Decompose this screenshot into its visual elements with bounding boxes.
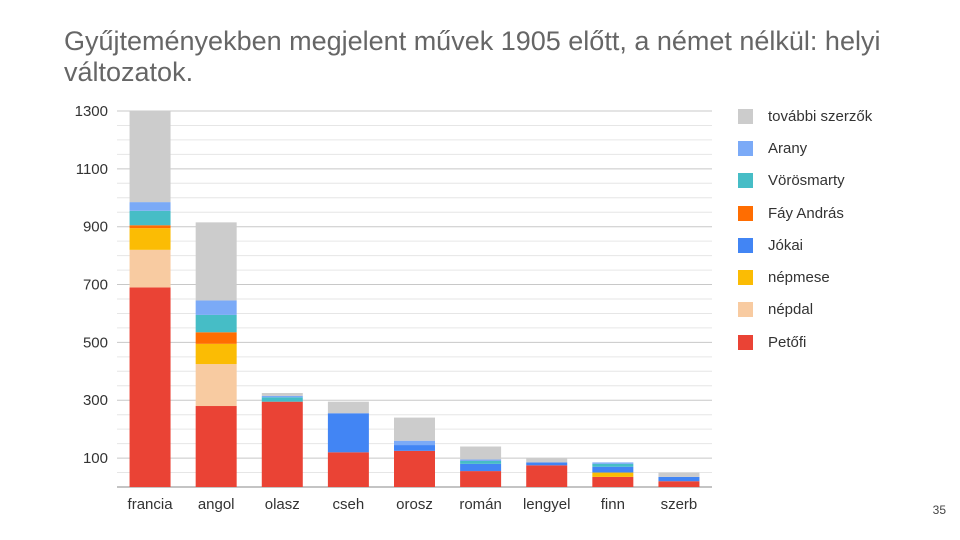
legend-label: népmese (768, 269, 830, 287)
bar-segment-olasz-5 (261, 397, 303, 402)
bar-segment-finn-2 (592, 472, 634, 477)
bar-segment-francia-4 (129, 225, 171, 229)
bar-segment-román-7 (460, 446, 502, 460)
legend-swatch (738, 302, 753, 318)
bar-segment-román-6 (460, 459, 502, 461)
y-tick-label: 1100 (76, 161, 108, 178)
bar-segment-román-3 (460, 463, 502, 472)
bar-segment-francia-0 (129, 287, 171, 487)
y-tick-label: 500 (83, 334, 108, 351)
x-tick-label: angol (198, 496, 235, 513)
bar-segment-szerb-7 (658, 472, 700, 477)
bar-segment-finn-0 (592, 476, 634, 487)
bar-segment-finn-5 (592, 463, 634, 467)
x-tick-label: cseh (333, 496, 365, 513)
legend-swatch (738, 173, 753, 189)
legend-label: népdal (768, 301, 814, 319)
chart-legend: további szerzők Arany Vörösmarty Fáy András… (738, 100, 872, 358)
bar-segment-francia-7 (129, 111, 171, 203)
page-number: 35 (932, 503, 946, 517)
bar-segment-cseh-3 (327, 413, 369, 453)
y-tick-label: 300 (83, 392, 108, 409)
bar-segment-angol-2 (195, 343, 237, 365)
bar-segment-lengyel-3 (526, 462, 568, 466)
bar-segment-olasz-7 (261, 393, 303, 396)
x-tick-label: román (459, 496, 502, 513)
legend-item: Petőfi (738, 326, 872, 358)
bar-segment-finn-6 (592, 462, 634, 464)
legend-label: Arany (768, 139, 808, 157)
x-tick-label: szerb (661, 496, 698, 513)
bar-segment-angol-0 (195, 406, 237, 487)
legend-item: további szerzők (738, 100, 872, 132)
bar-segment-olasz-6 (261, 395, 303, 398)
bar-segment-cseh-0 (327, 452, 369, 487)
bar-segment-szerb-3 (658, 476, 700, 482)
y-tick-label: 1300 (75, 103, 108, 120)
legend-label: további szerzők (768, 107, 873, 125)
bar-segment-orosz-7 (394, 417, 435, 441)
legend-label: Fáy András (768, 204, 844, 222)
legend-swatch (738, 205, 753, 221)
x-tick-label: orosz (396, 496, 433, 513)
x-tick-label: lengyel (523, 496, 571, 513)
bar-segment-lengyel-0 (526, 465, 568, 487)
legend-item: Jókai (738, 229, 872, 261)
bar-segment-finn-3 (592, 466, 634, 473)
bar-segment-román-5 (460, 460, 502, 464)
bar-segment-angol-4 (195, 332, 237, 344)
legend-item: Arany (738, 132, 872, 164)
y-tick-label: 900 (83, 219, 108, 236)
x-tick-label: finn (601, 496, 625, 513)
legend-item: Vörösmarty (738, 165, 872, 197)
x-tick-label: olasz (265, 496, 300, 513)
bar-segment-szerb-0 (658, 481, 700, 487)
bar-segment-francia-6 (129, 202, 171, 211)
bar-segment-cseh-7 (327, 401, 369, 414)
legend-swatch (738, 270, 753, 286)
legend-item: Fáy András (738, 197, 872, 229)
legend-swatch (738, 140, 753, 156)
legend-swatch (738, 108, 753, 124)
bar-segment-orosz-6 (394, 440, 435, 446)
bar-segment-olasz-0 (261, 401, 303, 487)
y-tick-label: 700 (83, 277, 108, 294)
legend-swatch (738, 334, 753, 350)
legend-label: Petőfi (768, 333, 807, 351)
bar-segment-orosz-0 (394, 450, 435, 487)
bar-segment-francia-1 (129, 249, 171, 288)
bar-segment-angol-1 (195, 364, 237, 407)
bar-segment-orosz-3 (394, 445, 435, 451)
legend-swatch (738, 237, 753, 253)
y-tick-label: 100 (83, 450, 108, 467)
legend-label: Vörösmarty (768, 172, 845, 190)
legend-label: Jókai (768, 236, 804, 254)
bar-segment-francia-2 (129, 228, 171, 250)
bar-segment-lengyel-7 (526, 458, 568, 463)
legend-item: népmese (738, 261, 872, 293)
legend-item: népdal (738, 294, 872, 326)
x-tick-label: francia (128, 496, 174, 513)
bar-segment-francia-5 (129, 210, 171, 226)
bar-segment-angol-7 (195, 222, 237, 301)
chart-title: Gyűjteményekben megjelent művek 1905 elő… (64, 26, 881, 87)
bar-segment-angol-6 (195, 300, 237, 315)
bar-segment-román-0 (460, 471, 502, 487)
bar-segment-angol-5 (195, 314, 237, 333)
